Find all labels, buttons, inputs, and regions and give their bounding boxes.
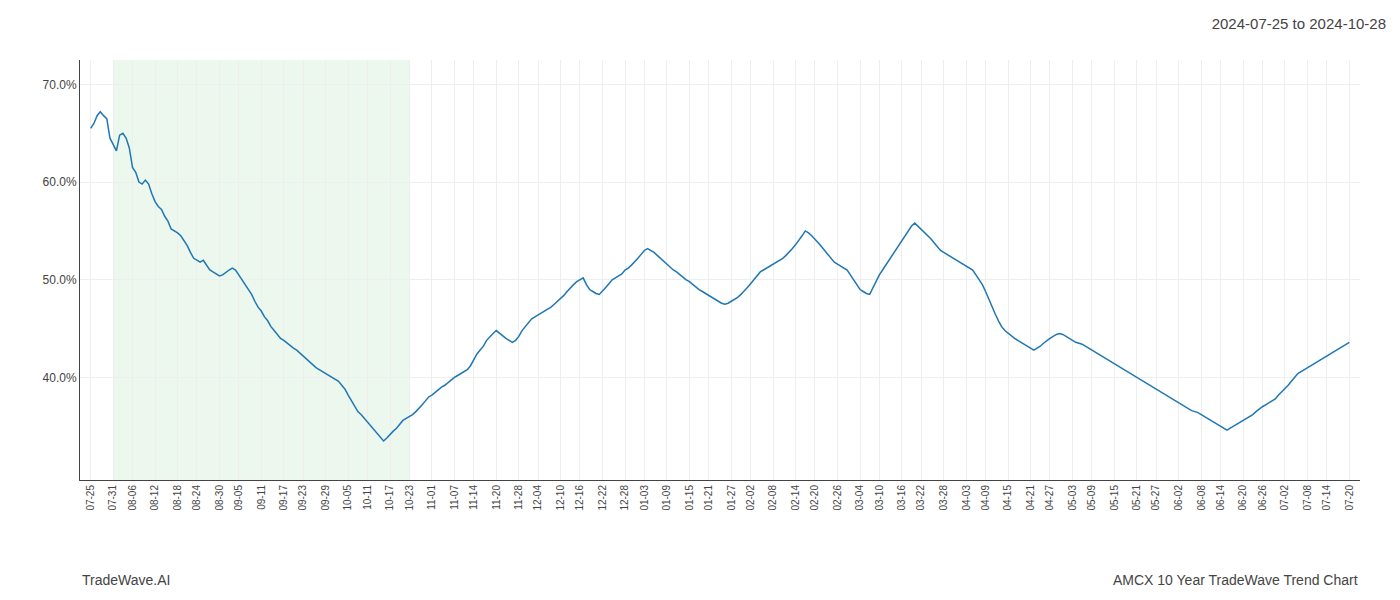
svg-text:04-09: 04-09 [980,485,991,511]
svg-text:06-26: 06-26 [1257,485,1268,511]
svg-text:11-28: 11-28 [513,485,524,510]
svg-text:03-04: 03-04 [854,485,865,511]
svg-text:04-27: 04-27 [1044,485,1055,511]
svg-text:12-10: 12-10 [555,485,566,511]
svg-text:04-15: 04-15 [1002,485,1013,511]
svg-text:70.0%: 70.0% [43,78,77,92]
svg-text:40.0%: 40.0% [43,371,77,385]
svg-text:12-28: 12-28 [619,485,630,511]
svg-text:02-26: 02-26 [832,485,843,511]
svg-text:09-11: 09-11 [256,485,267,510]
svg-text:07-08: 07-08 [1302,485,1313,511]
svg-text:01-15: 01-15 [684,485,695,511]
svg-text:02-14: 02-14 [790,485,801,511]
svg-text:02-08: 02-08 [767,485,778,511]
svg-text:06-02: 06-02 [1173,485,1184,511]
svg-text:07-31: 07-31 [107,485,118,511]
svg-text:12-16: 12-16 [574,485,585,511]
svg-text:07-02: 07-02 [1279,485,1290,511]
svg-text:10-05: 10-05 [342,485,353,511]
svg-text:10-11: 10-11 [362,485,373,510]
svg-text:08-24: 08-24 [191,485,202,511]
svg-text:02-20: 02-20 [809,485,820,511]
svg-text:09-29: 09-29 [320,485,331,511]
svg-text:05-15: 05-15 [1109,485,1120,511]
svg-text:11-14: 11-14 [468,485,479,510]
svg-text:06-20: 06-20 [1237,485,1248,511]
svg-text:08-06: 08-06 [127,485,138,511]
svg-text:01-27: 01-27 [726,485,737,511]
svg-text:11-07: 11-07 [449,485,460,510]
svg-text:07-25: 07-25 [85,485,96,511]
svg-text:01-21: 01-21 [703,485,714,511]
svg-text:11-20: 11-20 [491,485,502,510]
svg-text:06-08: 06-08 [1196,485,1207,511]
svg-text:11-01: 11-01 [426,485,437,510]
svg-text:12-22: 12-22 [597,485,608,511]
svg-text:04-03: 04-03 [961,485,972,511]
svg-text:12-04: 12-04 [532,485,543,511]
svg-text:05-03: 05-03 [1067,485,1078,511]
svg-text:50.0%: 50.0% [43,273,77,287]
svg-text:04-21: 04-21 [1025,485,1036,511]
svg-text:07-14: 07-14 [1321,485,1332,511]
svg-text:06-14: 06-14 [1215,485,1226,511]
svg-text:08-18: 08-18 [172,485,183,511]
svg-text:03-10: 03-10 [874,485,885,511]
svg-text:10-23: 10-23 [404,485,415,511]
svg-text:60.0%: 60.0% [43,175,77,189]
svg-text:09-17: 09-17 [278,485,289,511]
svg-text:TradeWave.AI: TradeWave.AI [82,572,170,588]
svg-text:02-02: 02-02 [745,485,756,511]
svg-text:05-09: 05-09 [1086,485,1097,511]
svg-text:03-28: 03-28 [938,485,949,511]
svg-text:07-20: 07-20 [1344,485,1355,511]
svg-text:01-09: 01-09 [661,485,672,511]
svg-text:01-03: 01-03 [639,485,650,511]
svg-text:08-30: 08-30 [214,485,225,511]
svg-text:05-27: 05-27 [1150,485,1161,511]
svg-text:AMCX 10 Year TradeWave Trend C: AMCX 10 Year TradeWave Trend Chart [1113,572,1358,588]
svg-text:08-12: 08-12 [149,485,160,511]
svg-text:03-22: 03-22 [915,485,926,511]
svg-text:2024-07-25 to 2024-10-28: 2024-07-25 to 2024-10-28 [1212,15,1386,32]
svg-text:09-05: 09-05 [233,485,244,511]
svg-text:09-23: 09-23 [297,485,308,511]
svg-text:03-16: 03-16 [896,485,907,511]
svg-text:05-21: 05-21 [1131,485,1142,511]
svg-text:10-17: 10-17 [384,485,395,511]
